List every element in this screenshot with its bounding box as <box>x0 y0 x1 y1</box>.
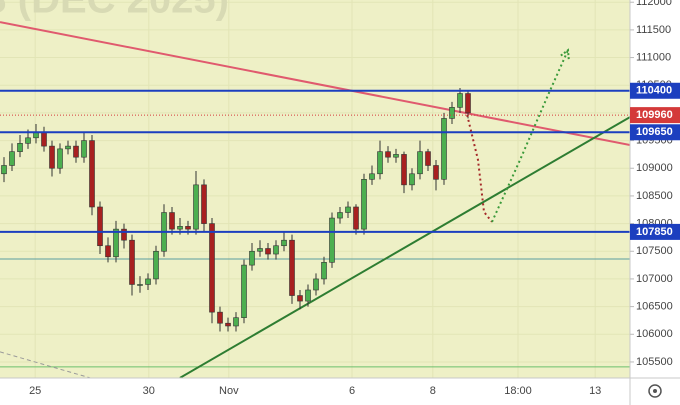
candle-body <box>257 248 263 252</box>
candle-body <box>217 311 223 324</box>
candle-body <box>233 317 239 327</box>
candle-body <box>105 245 111 258</box>
candle-body <box>185 226 191 230</box>
candle-body <box>305 289 311 302</box>
candle-body <box>417 151 423 175</box>
candle-body <box>169 212 175 230</box>
trend-line <box>0 21 630 147</box>
y-tick-label: 107500 <box>636 245 673 257</box>
candle-body <box>193 184 199 230</box>
candle-body <box>369 173 375 180</box>
x-tick-label: 25 <box>29 385 41 397</box>
trend-line <box>179 116 630 378</box>
candle-body <box>201 184 207 224</box>
candle-body <box>265 248 271 255</box>
candle-body <box>9 151 15 166</box>
candle-body <box>17 143 23 152</box>
candle-body <box>129 239 135 285</box>
candle-body <box>337 212 343 219</box>
x-tick-label: Nov <box>219 385 239 397</box>
level-label: 110400 <box>636 85 672 97</box>
x-tick-label: 13 <box>589 385 601 397</box>
candle-body <box>321 262 327 280</box>
x-tick-label: 30 <box>143 385 155 397</box>
candle-body <box>409 173 415 186</box>
level-label: 109960 <box>636 109 673 121</box>
candle-body <box>425 151 431 166</box>
candle-body <box>361 179 367 230</box>
plot <box>0 21 630 378</box>
y-tick-label: 112000 <box>636 0 672 8</box>
candle-body <box>121 228 127 241</box>
x-tick-label: 6 <box>349 385 355 397</box>
y-tick-label: 111000 <box>636 51 671 63</box>
level-label-box <box>630 124 680 141</box>
level-label-box <box>630 223 680 240</box>
y-tick-label: 109000 <box>636 162 673 174</box>
level-label: 107850 <box>636 226 673 238</box>
candle-body <box>49 145 55 169</box>
y-tick-label: 108500 <box>636 190 673 202</box>
candle-body <box>145 278 151 285</box>
x-tick-label: 18:00 <box>504 385 532 397</box>
candle-body <box>289 239 295 296</box>
level-label: 109650 <box>636 126 673 138</box>
forecast-arrowhead <box>560 48 570 60</box>
forecast-path <box>465 109 493 223</box>
candle-body <box>377 151 383 175</box>
candle-body <box>241 264 247 318</box>
candle-body <box>297 295 303 302</box>
settings-icon[interactable] <box>648 384 662 398</box>
y-tick-label: 105500 <box>636 356 673 368</box>
candle-body <box>441 118 447 180</box>
candle-body <box>89 140 95 208</box>
candle-body <box>1 165 7 175</box>
x-tick-label: 8 <box>430 385 436 397</box>
y-tick-label: 106500 <box>636 301 673 313</box>
candle-body <box>345 206 351 213</box>
candle-body <box>177 226 183 230</box>
candle-body <box>25 137 31 144</box>
candle-body <box>249 250 255 266</box>
candle-body <box>153 250 159 280</box>
watermark: S (DEC 2025) <box>0 0 229 22</box>
grid <box>0 0 630 378</box>
candle-body <box>137 284 143 286</box>
candle-body <box>433 165 439 180</box>
candle-body <box>385 151 391 158</box>
y-tick-label: 106000 <box>636 328 673 340</box>
candle-body <box>41 131 47 147</box>
candle-body <box>209 223 215 313</box>
candle-body <box>353 206 359 230</box>
trend-line <box>0 351 91 378</box>
candle-body <box>273 245 279 255</box>
y-tick-label: 111500 <box>636 24 671 36</box>
candle-body <box>329 217 335 263</box>
candle-body <box>313 278 319 291</box>
candle-body <box>65 145 71 150</box>
level-label-box <box>630 82 680 99</box>
candle-body <box>457 93 463 108</box>
candle-body <box>465 93 471 114</box>
y-tick-label: 107000 <box>636 273 673 285</box>
candle-body <box>97 206 103 247</box>
candle-body <box>57 148 63 169</box>
candle-body <box>401 154 407 186</box>
candle-body <box>393 154 399 158</box>
candle-body <box>281 239 287 247</box>
candle-body <box>81 140 87 158</box>
candle-body <box>225 322 231 327</box>
settings-icon-dot <box>653 389 657 393</box>
candle-body <box>113 228 119 258</box>
candle-body <box>73 145 79 158</box>
plot-background <box>0 0 630 378</box>
level-label-box <box>630 107 680 124</box>
candle-body <box>449 107 455 119</box>
axes: 1055001060001065001070001075001080001085… <box>29 0 680 397</box>
